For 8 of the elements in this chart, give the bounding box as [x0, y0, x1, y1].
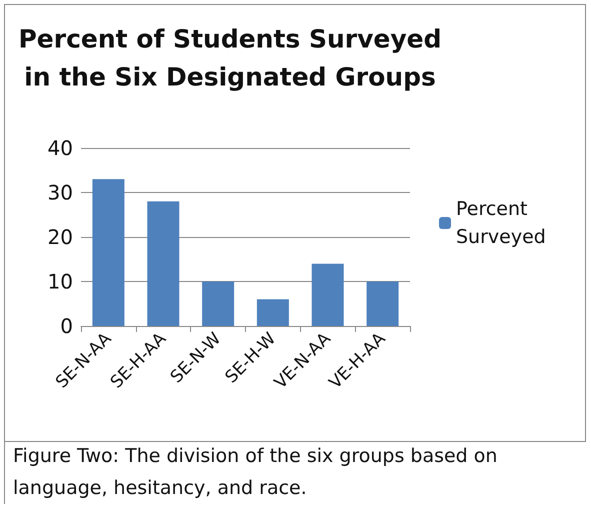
- legend-label: Percent Surveyed: [456, 198, 546, 248]
- y-tick-label: 0: [60, 314, 73, 338]
- y-tick-label: 20: [48, 225, 73, 249]
- chart-title: Percent of Students Surveyed in the Six Designated Groups: [18, 24, 442, 92]
- text: Figure Two: The division of the six groups based on language, hesitancy, and race.: [4, 440, 553, 504]
- y-tick-label: 10: [48, 270, 73, 294]
- y-tick-label: 30: [48, 180, 73, 204]
- y-tick-label: 40: [48, 136, 73, 160]
